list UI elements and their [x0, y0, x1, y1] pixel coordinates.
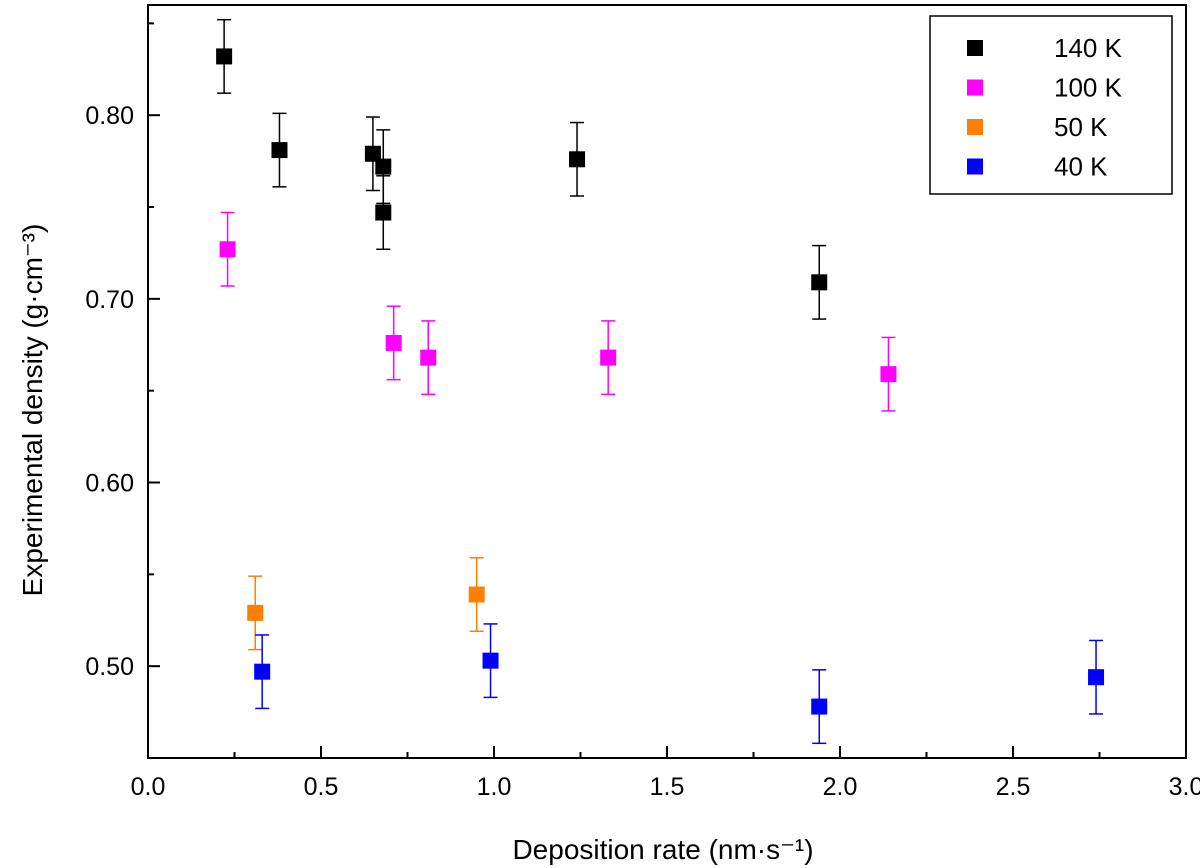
data-point-40-k: [254, 634, 271, 710]
x-tick-label: 0.5: [304, 773, 339, 801]
y-tick-label: 0.50: [85, 653, 134, 681]
x-axis-title: Deposition rate (nm·s⁻¹): [512, 834, 813, 865]
legend-label-50-k: 50 K: [1054, 112, 1108, 142]
square-marker: [385, 334, 402, 351]
data-point-100-k: [420, 320, 437, 396]
data-point-50-k: [247, 575, 264, 651]
y-axis-title: Experimental density (g·cm⁻³): [17, 224, 48, 597]
x-tick-label: 1.5: [650, 773, 685, 801]
x-tick-label: 1.0: [477, 773, 512, 801]
y-tick-label: 0.60: [85, 470, 134, 498]
square-marker: [468, 586, 485, 603]
axes: 0.0 0.5 1.0 1.5 2.0 2.5 3.0 0.50 0.60 0.70 0.80: [85, 4, 1200, 801]
data-point-140-k: [811, 244, 828, 320]
y-tick-label: 0.80: [85, 102, 134, 130]
data-point-140-k: [364, 116, 381, 192]
data-point-140-k: [569, 121, 586, 197]
data-marks: [216, 18, 1105, 745]
square-marker: [482, 652, 499, 669]
square-marker: [880, 366, 897, 383]
square-marker: [247, 604, 264, 621]
square-marker: [364, 145, 381, 162]
data-point-140-k: [375, 175, 392, 251]
legend-marker-40-k: [967, 158, 983, 175]
data-point-100-k: [600, 320, 617, 396]
data-point-40-k: [482, 623, 499, 699]
legend-label-40-k: 40 K: [1054, 152, 1108, 182]
data-point-100-k: [219, 211, 236, 287]
square-marker: [569, 151, 586, 168]
y-tick-label: 0.70: [85, 286, 134, 314]
legend-marker-50-k: [967, 119, 983, 135]
square-marker: [216, 48, 233, 65]
x-tick-label: 0.0: [131, 773, 166, 801]
square-marker: [271, 142, 288, 159]
x-tick-label: 3.0: [1169, 773, 1200, 801]
data-point-140-k: [271, 112, 288, 188]
legend-label-140-k: 140 K: [1054, 33, 1123, 63]
data-point-40-k: [811, 669, 828, 745]
data-point-140-k: [216, 18, 233, 94]
legend: 140 K 100 K 50 K 40 K: [929, 15, 1173, 195]
square-marker: [1088, 669, 1105, 686]
square-marker: [254, 663, 271, 680]
legend-label-100-k: 100 K: [1054, 73, 1123, 103]
data-point-100-k: [880, 336, 897, 412]
square-marker: [375, 158, 392, 175]
square-marker: [600, 349, 617, 366]
legend-marker-100-k: [967, 79, 983, 96]
square-marker: [811, 274, 828, 291]
x-tick-label: 2.5: [996, 773, 1031, 801]
legend-marker-140-k: [967, 40, 983, 56]
legend-box: [929, 15, 1173, 195]
x-tick-label: 2.0: [823, 773, 858, 801]
data-point-40-k: [1088, 639, 1105, 715]
data-point-100-k: [385, 305, 402, 381]
data-point-50-k: [468, 557, 485, 633]
square-marker: [811, 698, 828, 715]
square-marker: [420, 349, 437, 366]
square-marker: [219, 241, 236, 258]
square-marker: [375, 204, 392, 221]
